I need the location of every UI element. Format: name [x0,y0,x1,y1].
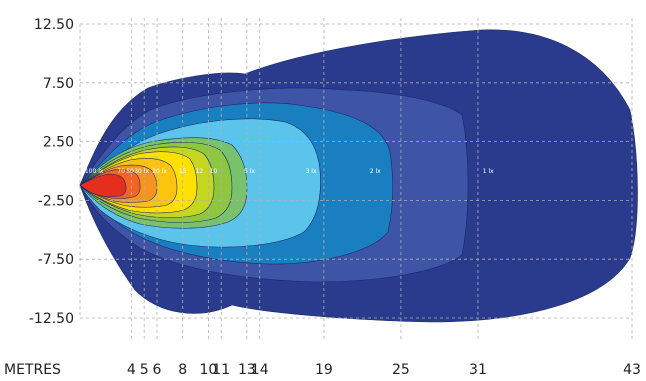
x-tick-label: 8 [178,362,187,378]
isolux-label-2: 2 lx [370,168,381,175]
x-tick-label: 6 [153,362,162,378]
isolux-label-70: 70 [117,168,125,175]
isolux-contours [79,29,638,323]
isolux-label-20: 20 lx [152,168,167,175]
isolux-label-30: 30 lx [134,168,149,175]
isolux-label-50: 50 [126,168,134,175]
x-tick-label: 19 [315,362,333,378]
isolux-label-12: 12 [196,168,204,175]
isolux-label-100: 100 lx [85,168,104,175]
y-tick-label: 7.50 [43,76,74,92]
y-tick-label: 12.50 [34,17,74,33]
isolux-label-3: 3 lx [306,168,317,175]
x-tick-label: 11 [212,362,230,378]
x-tick-label: 10 [199,362,217,378]
isolux-region-100-lx [79,173,127,197]
x-tick-label: 4 [127,362,136,378]
y-tick-label: 2.50 [43,135,74,151]
y-tick-label: -2.50 [38,193,74,209]
x-tick-label: 31 [469,362,487,378]
isolux-label-5: 5 lx [244,168,255,175]
isolux-label-15: 15 [179,168,187,175]
grid-lines [79,18,633,340]
x-tick-label: 43 [623,362,641,378]
y-axis-labels: 12.50 7.50 2.50 -2.50 -7.50 -12.50 [29,17,74,327]
x-tick-label: 14 [251,362,269,378]
x-axis-title: METRES [4,362,61,378]
x-tick-label: 13 [238,362,256,378]
x-tick-label: 5 [140,362,149,378]
y-tick-label: -7.50 [38,252,74,268]
isolux-label-1: 1 lx [483,168,494,175]
y-tick-label: -12.50 [29,311,74,327]
isolux-label-10: 10 [210,168,218,175]
x-tick-label: 25 [392,362,410,378]
